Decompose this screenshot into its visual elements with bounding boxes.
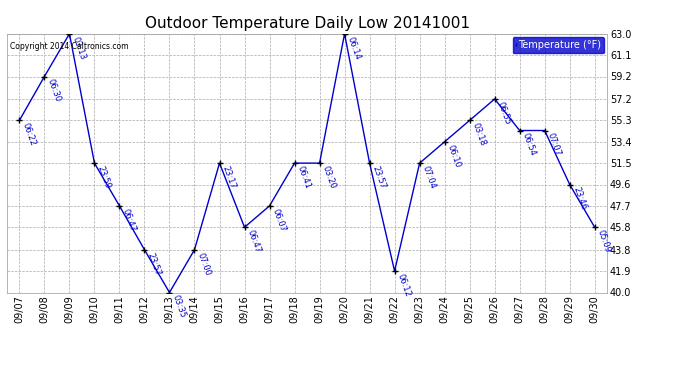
Text: 06:22: 06:22 xyxy=(21,122,37,147)
Text: Copyright 2014 Caltronics.com: Copyright 2014 Caltronics.com xyxy=(10,42,128,51)
Legend: Temperature (°F): Temperature (°F) xyxy=(513,37,604,54)
Text: 03:18: 03:18 xyxy=(471,122,488,147)
Text: 03:13: 03:13 xyxy=(71,35,88,61)
Text: 23:59: 23:59 xyxy=(96,165,112,190)
Title: Outdoor Temperature Daily Low 20141001: Outdoor Temperature Daily Low 20141001 xyxy=(144,16,470,31)
Text: 06:47: 06:47 xyxy=(121,207,137,233)
Text: 06:55: 06:55 xyxy=(496,100,513,126)
Text: 06:41: 06:41 xyxy=(296,165,313,190)
Text: 03:35: 03:35 xyxy=(171,294,188,320)
Text: 06:54: 06:54 xyxy=(521,132,538,158)
Text: 07:07: 07:07 xyxy=(546,132,563,158)
Text: 07:04: 07:04 xyxy=(421,165,437,190)
Text: 06:47: 06:47 xyxy=(246,229,263,254)
Text: 05:09: 05:09 xyxy=(596,229,613,254)
Text: 23:17: 23:17 xyxy=(221,165,237,190)
Text: 06:10: 06:10 xyxy=(446,143,462,169)
Text: 23:57: 23:57 xyxy=(371,165,388,190)
Text: 06:14: 06:14 xyxy=(346,35,362,61)
Text: 06:30: 06:30 xyxy=(46,78,63,104)
Text: 23:57: 23:57 xyxy=(146,251,163,277)
Text: 23:46: 23:46 xyxy=(571,186,588,211)
Text: 06:07: 06:07 xyxy=(271,207,288,233)
Text: 06:12: 06:12 xyxy=(396,273,413,298)
Text: 07:00: 07:00 xyxy=(196,251,213,277)
Text: 03:20: 03:20 xyxy=(321,165,337,190)
